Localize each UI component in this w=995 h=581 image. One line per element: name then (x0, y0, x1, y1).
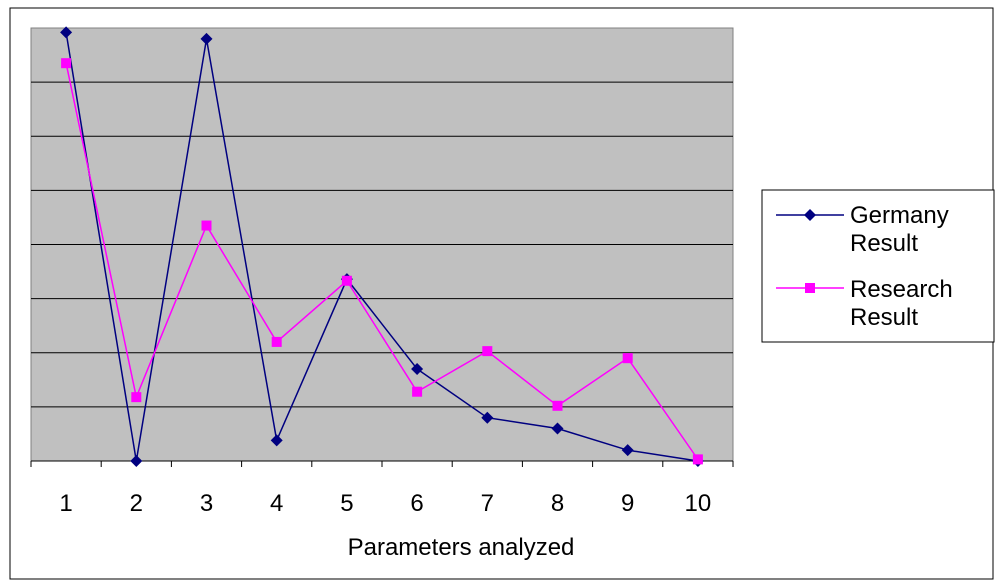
data-point (552, 400, 563, 411)
data-point (200, 32, 213, 45)
x-tick-label: 3 (200, 490, 213, 517)
data-point (412, 386, 423, 397)
legend-item-research: Research Result (776, 276, 953, 331)
x-tick-label: 4 (270, 490, 283, 517)
data-point (622, 353, 633, 364)
data-point (621, 444, 634, 457)
x-tick-label: 8 (551, 490, 564, 517)
series-line (65, 63, 699, 460)
data-point (60, 26, 73, 39)
x-axis-label: Parameters analyzed (348, 534, 575, 561)
x-tick-label: 5 (340, 490, 353, 517)
data-point (411, 362, 424, 375)
legend-marker-square-icon (805, 283, 815, 293)
data-point (692, 454, 703, 465)
data-point (130, 455, 143, 467)
legend-label-germany-line2: Result (850, 230, 918, 257)
x-tick-label: 6 (410, 490, 423, 517)
data-point (341, 275, 352, 286)
data-point (131, 392, 142, 403)
series-layer (60, 26, 704, 467)
data-point (270, 434, 283, 447)
x-tick-label: 9 (621, 490, 634, 517)
x-tick-label: 7 (481, 490, 494, 517)
gridlines (31, 81, 733, 408)
x-tick-label: 10 (685, 490, 712, 517)
x-tick-label: 2 (130, 490, 143, 517)
data-point (61, 58, 72, 69)
data-point (482, 346, 493, 357)
legend: Germany Result Research Result (761, 189, 995, 343)
legend-item-germany: Germany Result (776, 202, 949, 257)
legend-label-research-line2: Result (850, 304, 918, 331)
series-2 (61, 58, 703, 465)
data-point (201, 220, 212, 231)
data-point (481, 411, 494, 424)
data-point (551, 422, 564, 435)
legend-label-germany-line1: Germany (850, 202, 949, 229)
series-line (65, 32, 699, 462)
legend-marker-diamond-icon (804, 209, 816, 221)
x-axis: 1 2 3 4 5 6 7 8 9 10 (30, 460, 734, 517)
x-tick-label: 1 (59, 490, 72, 517)
data-point (271, 336, 282, 347)
legend-label-research-line1: Research (850, 276, 953, 303)
